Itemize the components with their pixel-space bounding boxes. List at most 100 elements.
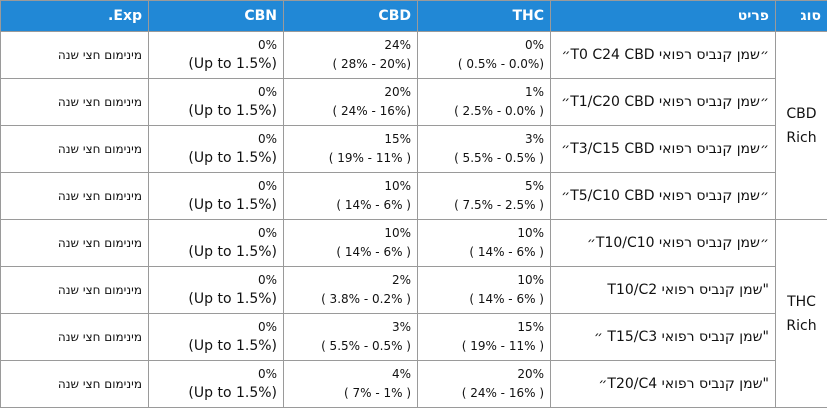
range: ( 14% - 6% ) [336,198,411,212]
type-cell: CBD Rich [775,31,827,220]
range: (Up to 1.5%) [188,385,277,401]
range: ( 5.5% - 0.5% ) [321,339,411,353]
thc-cell: 10% ( 14% - 6% ) [417,219,551,267]
cbn-cell: 0% (Up to 1.5%) [148,360,284,408]
header-cell: Exp. [0,0,149,32]
range: ( 14% - 6% ) [469,245,544,259]
range: (Up to 1.5%) [188,291,277,307]
exp-cell: מינימום חצי שנה [0,31,149,79]
value: 0% [257,226,277,240]
range: ( 19% - 11% ) [461,339,544,353]
header-cell: THC [417,0,551,32]
header-cell: סוג [775,0,827,32]
value: 5% [524,179,544,193]
range: (Up to 1.5%) [188,338,277,354]
cbn-cell: 0% (Up to 1.5%) [148,31,284,79]
cbd-cell: 4% ( 7% - 1% ) [283,360,418,408]
exp-cell: מינימום חצי שנה [0,125,149,173]
item-cell: ״שמן קנביס רפואי T3/C15 CBD״ [550,125,776,173]
header-cell: פריט [550,0,776,32]
thc-cell: 0% ( 0.5% - 0.0%) [417,31,551,79]
value: 24% [384,38,411,52]
thc-cell: 5% ( 7.5% - 2.5% ) [417,172,551,220]
range: ( 7.5% - 2.5% ) [454,198,544,212]
exp-cell: מינימום חצי שנה [0,360,149,408]
table-row: ״שמן קנביס רפואי T3/C15 CBD״ 3% ( 5.5% - 0… [0,125,827,173]
cbn-cell: 0% (Up to 1.5%) [148,219,284,267]
thc-cell: 15% ( 19% - 11% ) [417,313,551,361]
cbd-cell: 10% ( 14% - 6% ) [283,172,418,220]
range: ( 2.5% - 0.0% ) [454,104,544,118]
thc-cell: 1% ( 2.5% - 0.0% ) [417,78,551,126]
range: ( 14% - 6% ) [336,245,411,259]
table-row: ״שמן קנביס רפואי T1/C20 CBD״ 1% ( 2.5% - 0… [0,78,827,126]
range: (Up to 1.5%) [188,197,277,213]
exp-cell: מינימום חצי שנה [0,219,149,267]
cbd-cell: 20% ( 24% - 16%) [283,78,418,126]
range: ( 5.5% - 0.5% ) [454,151,544,165]
range: (Up to 1.5%) [188,103,277,119]
header-row: סוג פריט THC CBD CBN Exp. [0,0,827,32]
header-cell: CBD [283,0,418,32]
value: 3% [524,132,544,146]
thc-cell: 3% ( 5.5% - 0.5% ) [417,125,551,173]
thc-cell: 20% ( 24% - 16% ) [417,360,551,408]
value: 0% [257,38,277,52]
value: 0% [257,179,277,193]
value: 2% [391,273,411,287]
value: 0% [524,38,544,52]
value: 0% [257,367,277,381]
header-cell: CBN [148,0,284,32]
type-cell: THC Rich [775,219,827,408]
item-cell: ״שמן קנביס רפואי T0 C24 CBD״ [550,31,776,79]
value: 15% [384,132,411,146]
value: 1% [524,85,544,99]
table-row: CBD Rich ״שמן קנביס רפואי T0 C24 CBD״ 0% ( … [0,31,827,220]
value: 10% [517,226,544,240]
cbd-cell: 24% ( 28% - 20%) [283,31,418,79]
range: ( 28% - 20%) [332,57,411,71]
table-row: THC Rich ״שמן קנביס רפואי T10/C10״ 10% ( 14… [0,219,827,408]
cbd-cell: 3% ( 5.5% - 0.5% ) [283,313,418,361]
item-cell: "שמן קנביס רפואי T20/C4״ [550,360,776,408]
value: 10% [384,226,411,240]
value: 0% [257,85,277,99]
exp-cell: מינימום חצי שנה [0,172,149,220]
range: ( 7% - 1% ) [343,386,411,400]
table-body: CBD Rich ״שמן קנביס רפואי T0 C24 CBD״ 0% ( … [0,31,827,408]
item-cell: ״שמן קנביס רפואי T1/C20 CBD״ [550,78,776,126]
table-row: ״שמן קנביס רפואי T5/C10 CBD״ 5% ( 7.5% - 2… [0,172,827,220]
range: ( 14% - 6% ) [469,292,544,306]
table-row: "שמן קנביס רפואי T20/C4״ 20% ( 24% - 16% )… [0,360,827,408]
cbn-cell: 0% (Up to 1.5%) [148,172,284,220]
cbd-cell: 10% ( 14% - 6% ) [283,219,418,267]
value: 10% [384,179,411,193]
range: (Up to 1.5%) [188,150,277,166]
range: ( 3.8% - 0.2% ) [321,292,411,306]
cbn-cell: 0% (Up to 1.5%) [148,266,284,314]
range: (Up to 1.5%) [188,244,277,260]
cbd-cell: 15% ( 19% - 11% ) [283,125,418,173]
value: 0% [257,273,277,287]
item-cell: "שמן קנביס רפואי T15/C3 ״ [550,313,776,361]
range: (Up to 1.5%) [188,56,277,72]
value: 0% [257,132,277,146]
item-cell: "שמן קנביס רפואי T10/C2 [550,266,776,314]
value: 15% [517,320,544,334]
cbn-cell: 0% (Up to 1.5%) [148,78,284,126]
range: ( 19% - 11% ) [328,151,411,165]
value: 10% [517,273,544,287]
cbd-cell: 2% ( 3.8% - 0.2% ) [283,266,418,314]
table-row: "שמן קנביס רפואי T15/C3 ״ 15% ( 19% - 11% … [0,313,827,361]
value: 3% [391,320,411,334]
exp-cell: מינימום חצי שנה [0,313,149,361]
cbn-cell: 0% (Up to 1.5%) [148,313,284,361]
table-row: "שמן קנביס רפואי T10/C2 10% ( 14% - 6% ) 2%… [0,266,827,314]
range: ( 0.5% - 0.0%) [457,57,544,71]
cbn-cell: 0% (Up to 1.5%) [148,125,284,173]
range: ( 24% - 16% ) [461,386,544,400]
value: 4% [391,367,411,381]
range: ( 24% - 16%) [332,104,411,118]
